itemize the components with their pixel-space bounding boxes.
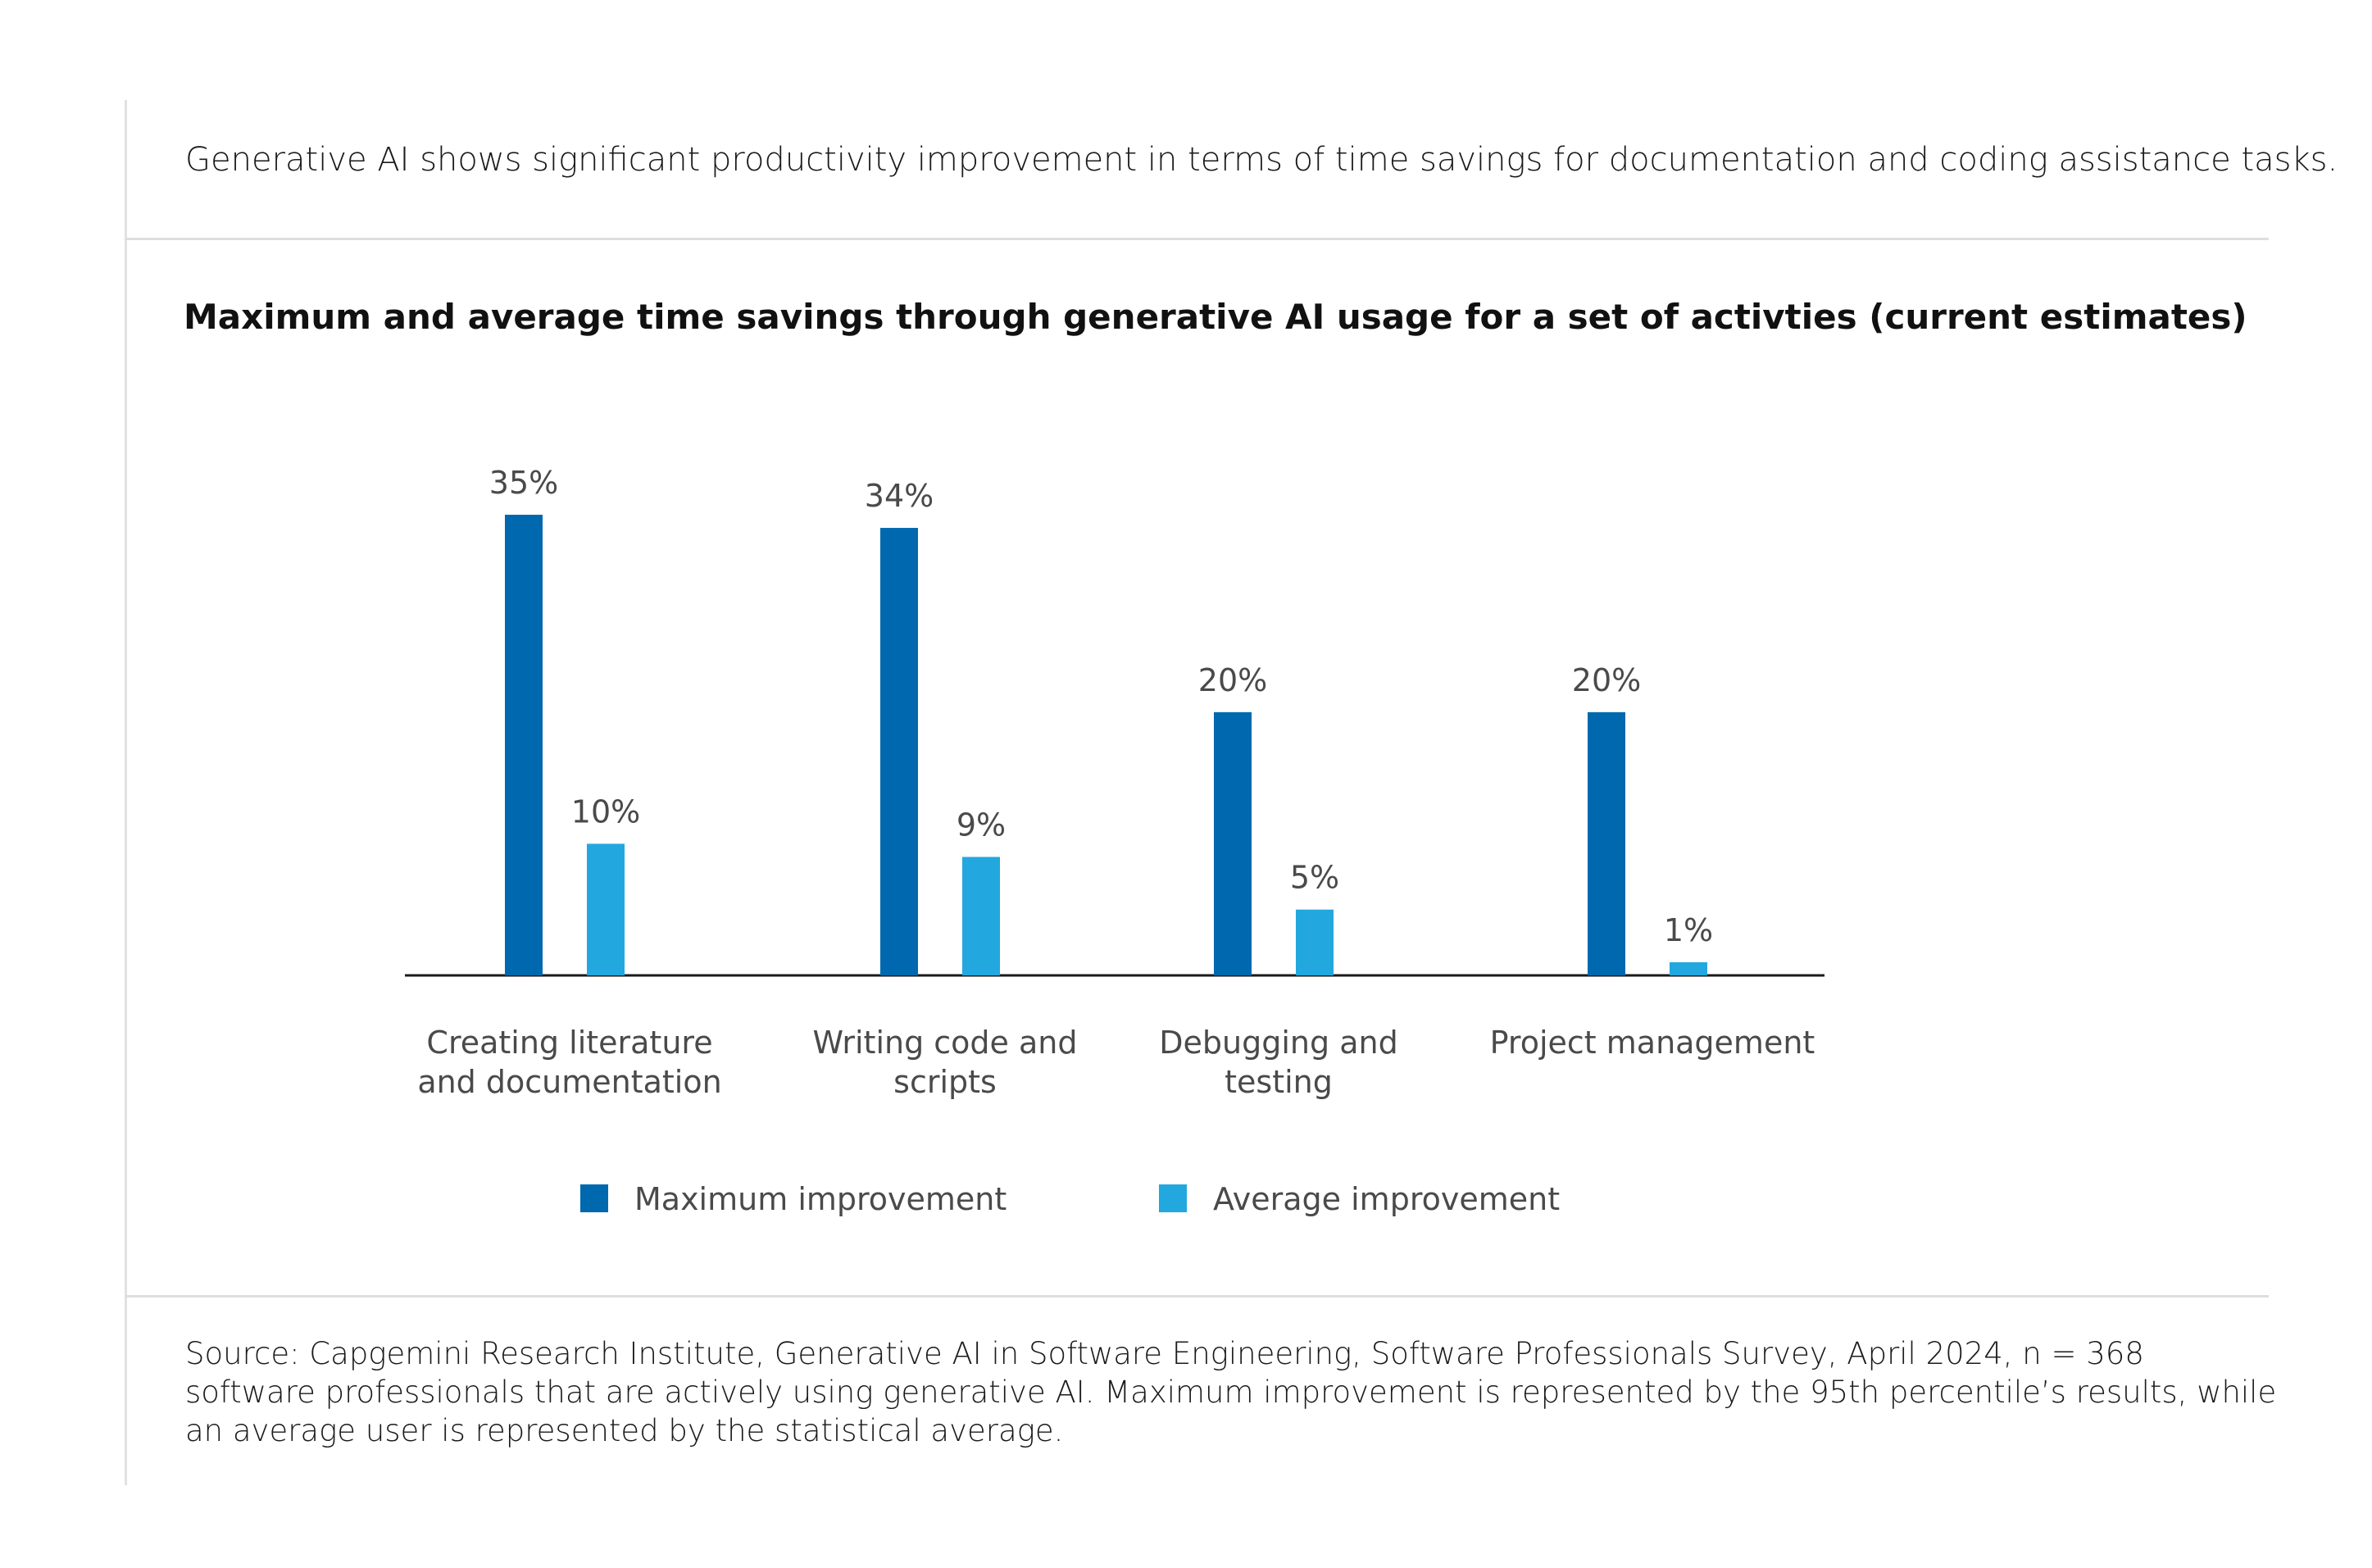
intro-text: Generative AI shows significant producti… <box>185 141 2338 179</box>
bottom-divider <box>125 1295 2269 1298</box>
bar-avg-2 <box>962 857 1000 975</box>
legend-label-avg: Average improvement <box>1213 1181 1560 1217</box>
chart-title: Maximum and average time savings through… <box>184 297 2247 337</box>
bar-max-2 <box>880 528 918 975</box>
data-label-avg-4: 1% <box>1664 912 1713 948</box>
data-label-max-4: 20% <box>1572 662 1641 698</box>
category-label-3: Debugging and testing <box>1159 1025 1397 1100</box>
data-label-avg-2: 9% <box>957 807 1006 843</box>
bar-avg-4 <box>1670 961 1707 975</box>
data-label-avg-1: 10% <box>571 793 640 829</box>
bar-avg-3 <box>1296 909 1334 975</box>
bar-max-4 <box>1588 711 1625 975</box>
data-label-max-2: 34% <box>865 478 934 514</box>
bar-max-3 <box>1214 711 1252 975</box>
source-note: Source: Capgemini Research Institute, Ge… <box>185 1336 2277 1448</box>
legend-label-max: Maximum improvement <box>634 1181 1007 1217</box>
category-label-2: Writing code and scripts <box>813 1025 1078 1100</box>
data-label-max-1: 35% <box>489 465 558 501</box>
top-divider <box>125 238 2269 240</box>
bar-avg-1 <box>587 843 625 975</box>
category-label-1: Creating literature and documentation <box>417 1025 721 1100</box>
data-label-max-3: 20% <box>1198 662 1267 698</box>
bar-max-1 <box>505 515 543 975</box>
category-label-4: Project management <box>1490 1025 1815 1061</box>
legend-swatch-avg <box>1159 1184 1187 1212</box>
left-border-line <box>125 100 127 1485</box>
data-label-avg-3: 5% <box>1290 860 1339 896</box>
legend-swatch-max <box>580 1184 608 1212</box>
bar-chart: 35% 34% 20% 20% 10% 9% 5% 1% Creating literature… <box>405 465 1824 1217</box>
